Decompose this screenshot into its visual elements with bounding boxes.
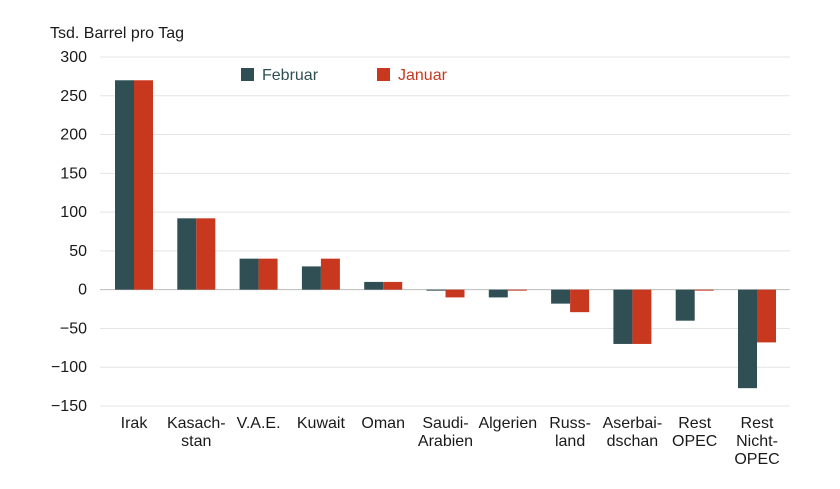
category-label: V.A.E. (237, 415, 281, 432)
category-labels: Irak Kasach-stan V.A.E. Kuwait Oman Saudi-Ara… (121, 415, 780, 468)
legend-label: Februar (262, 67, 319, 84)
category-label: Russ-land (549, 415, 591, 450)
y-tick-label: 250 (60, 88, 87, 105)
bar-februar (426, 289, 446, 291)
bar-januar (383, 281, 403, 290)
y-tick-label: 0 (78, 282, 87, 299)
bar-januar (320, 258, 340, 290)
bar-januar (196, 218, 216, 290)
bar-februar (177, 218, 197, 290)
y-tick-label: 150 (60, 165, 87, 182)
y-tick-label: 300 (60, 49, 87, 66)
category-label: Oman (361, 415, 405, 432)
bar-januar (694, 289, 714, 291)
bar-januar (507, 289, 527, 291)
category-label: Saudi-Arabien (418, 415, 473, 450)
category-label: Algerien (478, 415, 537, 432)
legend-swatch (241, 68, 254, 81)
bar-februar (488, 289, 508, 298)
bar-januar (258, 258, 278, 290)
y-tick-label: 200 (60, 127, 87, 144)
category-label: Kuwait (297, 415, 346, 432)
y-axis-title: Tsd. Barrel pro Tag (50, 25, 184, 42)
bar-januar (632, 289, 652, 344)
category-label: Rest Nicht-OPEC (734, 415, 779, 468)
bar-februar (364, 281, 384, 290)
y-tick-label: 100 (60, 204, 87, 221)
category-label: Kasach-stan (167, 415, 226, 450)
bar-februar (239, 258, 259, 290)
bar-februar (738, 289, 757, 389)
bar-januar (570, 289, 590, 313)
legend-label: Januar (398, 67, 448, 84)
category-label: Aserbai-dschan (603, 415, 663, 450)
bar-januar (134, 80, 153, 290)
bar-februar (551, 289, 571, 304)
legend: Februar Januar (241, 67, 448, 84)
y-tick-label: 50 (69, 243, 87, 260)
bar-februar (301, 266, 321, 290)
category-label: Rest OPEC (672, 415, 717, 450)
y-tick-label: −150 (51, 398, 87, 415)
bar-januar (757, 289, 776, 343)
bars (115, 80, 776, 389)
y-tick-label: −50 (60, 320, 87, 337)
y-tick-label: −100 (51, 359, 87, 376)
category-label: Irak (121, 415, 149, 432)
bar-februar (115, 80, 134, 290)
bar-februar (613, 289, 633, 344)
bar-februar (675, 289, 695, 321)
bar-januar (445, 289, 465, 298)
legend-swatch (377, 68, 390, 81)
y-axis-tick-labels: 300 250 200 150 100 50 0 −50 −100 −150 (51, 49, 87, 415)
